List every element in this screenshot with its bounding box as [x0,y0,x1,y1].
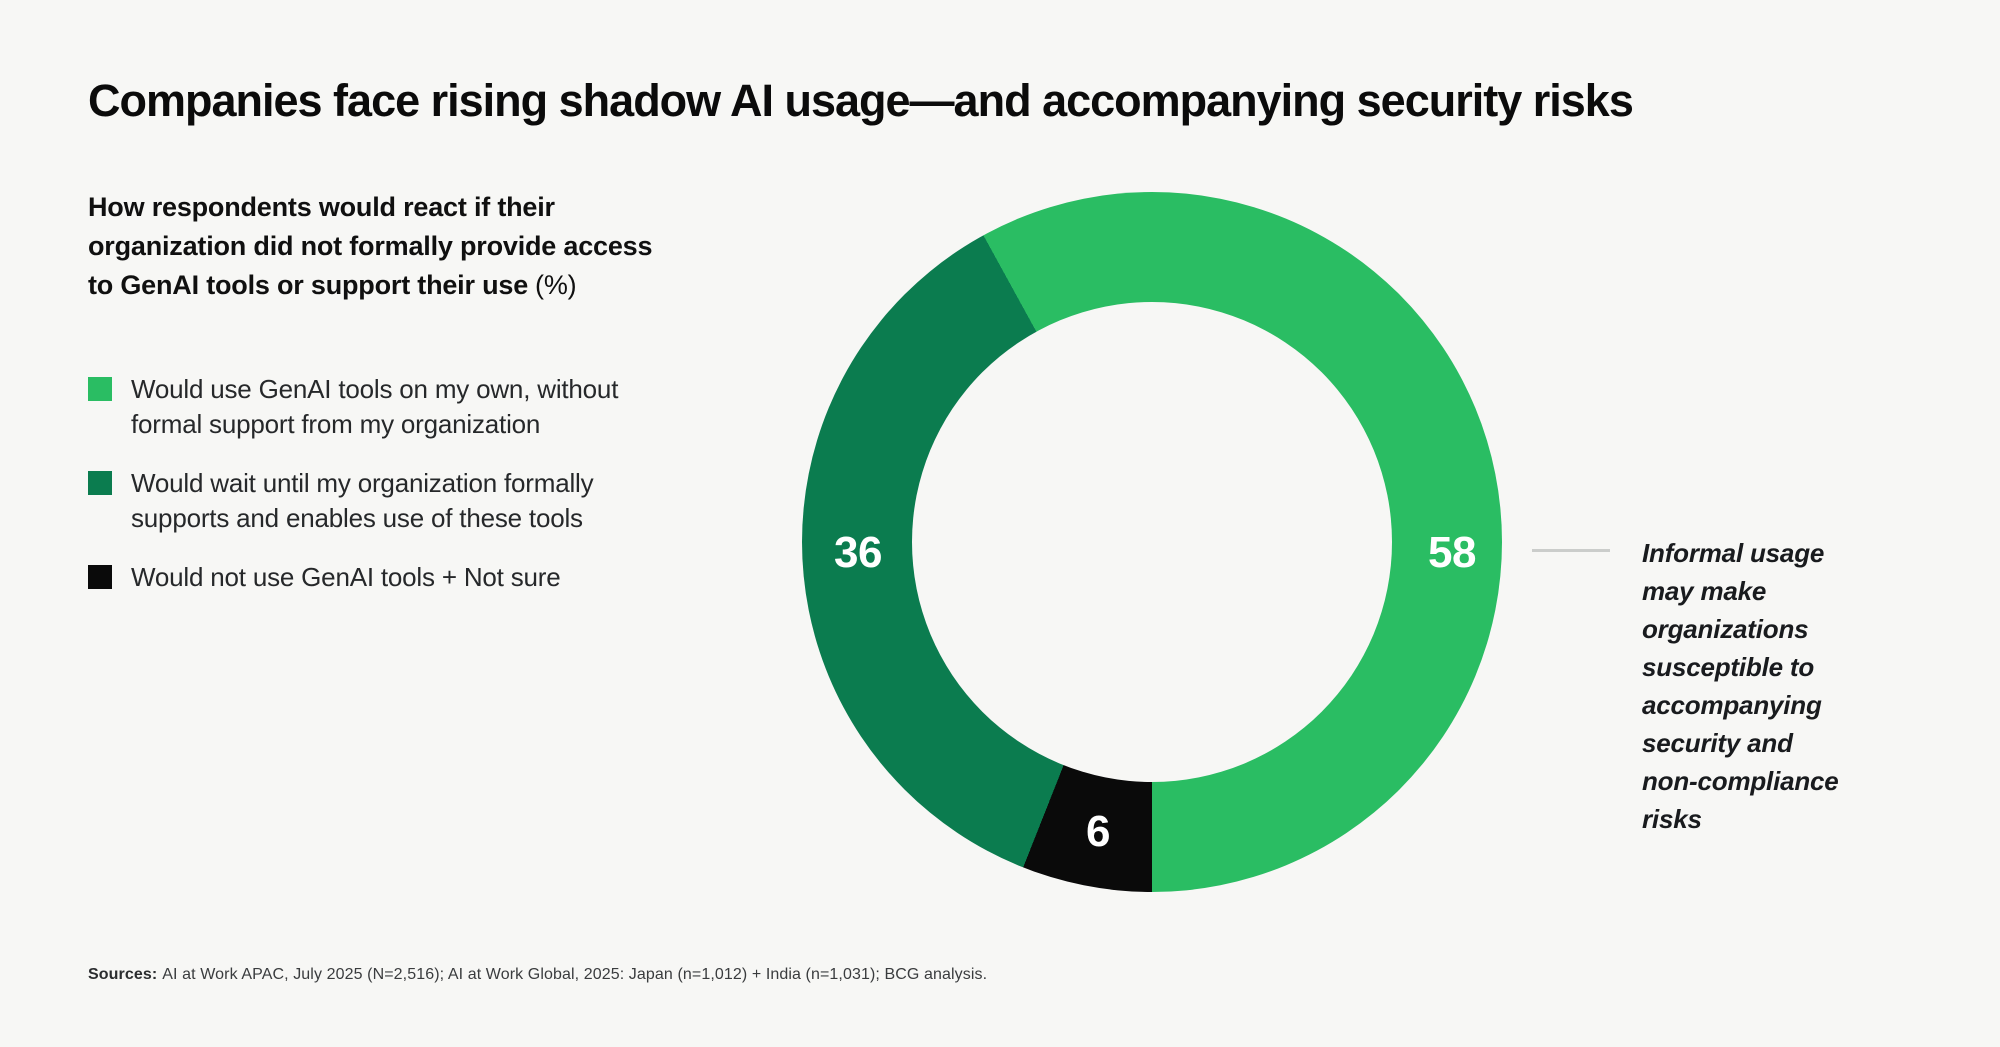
legend-item-not-use: Would not use GenAI tools + Not sure [88,560,648,596]
sources-label: Sources: [88,966,158,983]
sources-note: Sources: AI at Work APAC, July 2025 (N=2,… [88,966,1688,984]
legend-label-use-own: Would use GenAI tools on my own, without… [131,374,619,439]
annotation-note: Informal usage may make organizations su… [1642,538,1839,834]
legend-swatch-dark-green [88,471,112,495]
legend: Would use GenAI tools on my own, without… [88,372,648,619]
legend-item-use-own: Would use GenAI tools on my own, without… [88,372,648,443]
percent-unit-label: (%) [535,270,577,300]
donut-chart: 58 36 6 [802,192,1502,892]
donut-hole [912,302,1392,782]
legend-item-wait: Would wait until my organization formall… [88,466,648,537]
legend-label-not-use: Would not use GenAI tools + Not sure [131,562,561,592]
segment-value-use-own: 58 [1428,528,1476,577]
annotation-connector-line [1532,549,1610,552]
legend-label-wait: Would wait until my organization formall… [131,468,594,533]
page-title: Companies face rising shadow AI usage—an… [88,75,1634,126]
chart-subtitle: How respondents would react if their org… [88,188,768,305]
sources-text: AI at Work APAC, July 2025 (N=2,516); AI… [162,966,988,983]
chart-subtitle-text: How respondents would react if their org… [88,192,653,300]
legend-swatch-black [88,565,112,589]
legend-swatch-green [88,377,112,401]
segment-value-not-use: 6 [1086,807,1110,856]
segment-value-wait: 36 [834,528,882,577]
